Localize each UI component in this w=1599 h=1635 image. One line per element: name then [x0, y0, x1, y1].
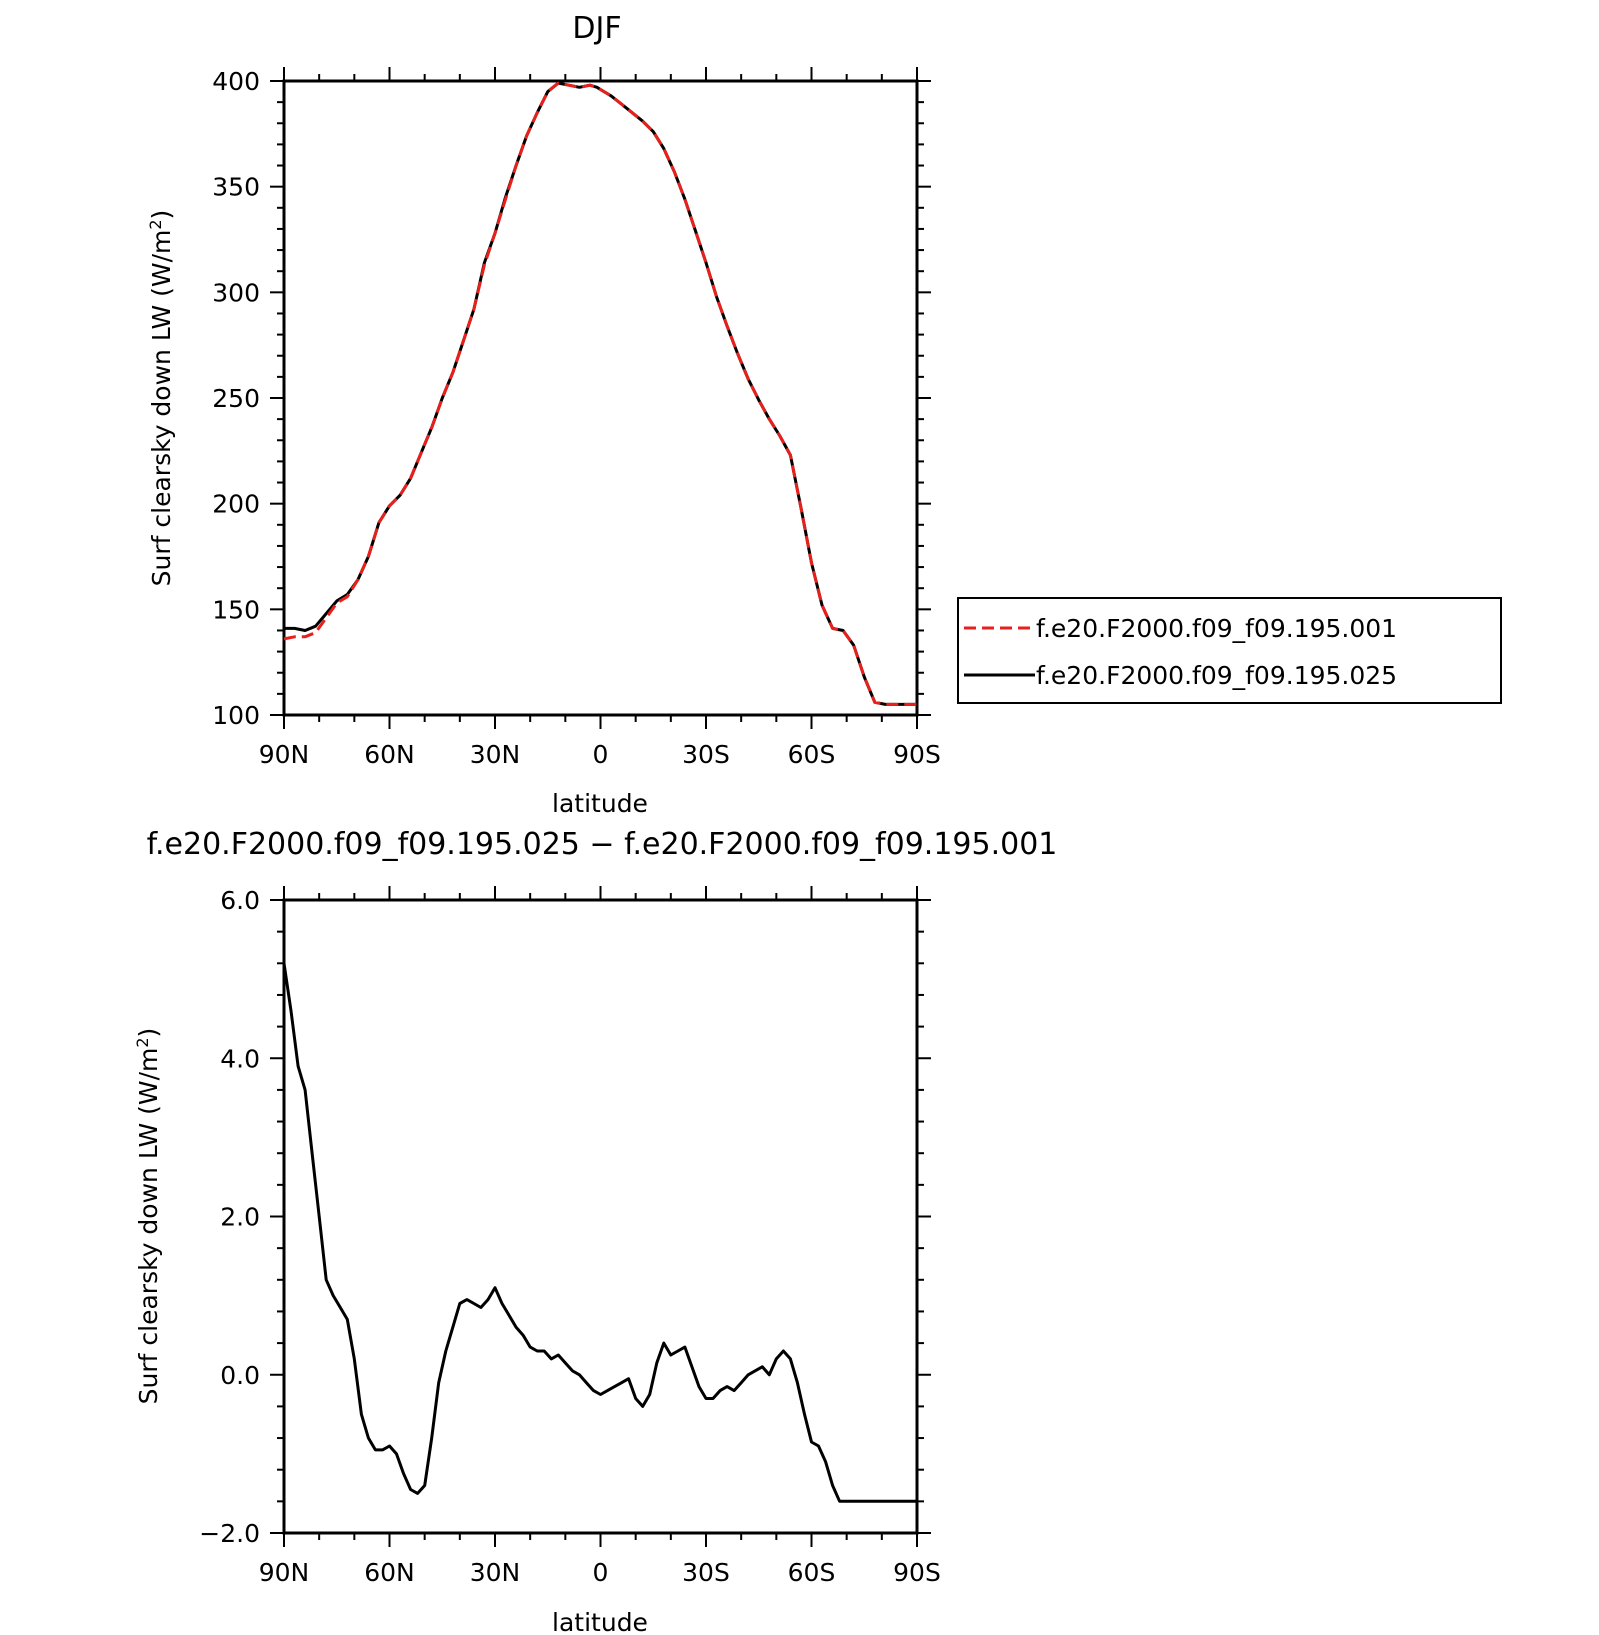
- y-tick-label: 400: [212, 67, 260, 96]
- x-tick-label: 30N: [470, 1558, 521, 1587]
- bottom-y-axis-label-sup: 2: [133, 1037, 152, 1047]
- legend-label-001: f.e20.F2000.f09_f09.195.001: [1036, 614, 1397, 643]
- x-tick-label: 90S: [893, 740, 941, 769]
- top-x-axis-label: latitude: [552, 789, 648, 818]
- bottom-plot-frame: [282, 898, 919, 1535]
- top-y-axis-label-close: ): [147, 210, 176, 220]
- bottom-chart-title: f.e20.F2000.f09_f09.195.025 − f.e20.F200…: [147, 827, 1058, 862]
- y-tick-label: 250: [212, 384, 260, 413]
- x-tick-label: 90S: [893, 1558, 941, 1587]
- y-tick-label: 4.0: [220, 1044, 260, 1073]
- top-chart-title: DJF: [572, 11, 621, 46]
- bottom-panel: f.e20.F2000.f09_f09.195.025 − f.e20.F200…: [133, 827, 1057, 1635]
- top-y-tick-labels: 400 350 300 250 200 150 100: [212, 67, 260, 730]
- top-axis-ticks: [270, 67, 931, 729]
- bottom-x-tick-labels: 90N 60N 30N 0 30S 60S 90S: [259, 1558, 941, 1587]
- x-tick-label: 90N: [259, 1558, 310, 1587]
- x-tick-label: 60S: [788, 740, 836, 769]
- legend-box: [957, 597, 1502, 704]
- y-tick-label: 0.0: [220, 1361, 260, 1390]
- top-panel: DJF 90N 60N 30N 0 30S 60S 90S 400 350 300 250 200 1…: [146, 11, 941, 818]
- top-series-lines: [283, 81, 917, 706]
- top-x-tick-labels: 90N 60N 30N 0 30S 60S 90S: [259, 740, 941, 769]
- x-tick-label: 60N: [364, 740, 415, 769]
- legend-label-025: f.e20.F2000.f09_f09.195.025: [1036, 661, 1397, 690]
- top-y-axis-label-sup: 2: [146, 219, 165, 229]
- y-tick-label: −2.0: [199, 1519, 260, 1548]
- bottom-series-lines: [282, 963, 917, 1503]
- bottom-y-axis-label-close: ): [134, 1028, 163, 1038]
- y-tick-label: 150: [212, 595, 260, 624]
- series-line-0: [284, 81, 917, 706]
- legend: f.e20.F2000.f09_f09.195.001 f.e20.F2000.…: [957, 597, 1502, 704]
- top-y-axis-label: Surf clearsky down LW (W/m2): [146, 210, 176, 587]
- x-tick-label: 60S: [788, 1558, 836, 1587]
- bottom-y-tick-labels: 6.0 4.0 2.0 0.0 −2.0: [199, 886, 260, 1548]
- y-tick-label: 200: [212, 490, 260, 519]
- y-tick-label: 100: [212, 701, 260, 730]
- y-tick-label: 350: [212, 173, 260, 202]
- y-tick-label: 6.0: [220, 886, 260, 915]
- bottom-axis-ticks: [270, 886, 931, 1547]
- series-line-0: [282, 963, 917, 1503]
- x-tick-label: 0: [593, 1558, 609, 1587]
- x-tick-label: 30N: [470, 740, 521, 769]
- x-tick-label: 60N: [364, 1558, 415, 1587]
- top-y-axis-label-main: Surf clearsky down LW (W/m: [147, 230, 176, 587]
- x-tick-label: 30S: [682, 1558, 730, 1587]
- y-tick-label: 300: [212, 278, 260, 307]
- x-tick-label: 30S: [682, 740, 730, 769]
- x-tick-label: 0: [593, 740, 609, 769]
- top-plot-frame: [282, 79, 919, 717]
- bottom-y-axis-label: Surf clearsky down LW (W/m2): [133, 1028, 163, 1405]
- bottom-y-axis-label-main: Surf clearsky down LW (W/m: [134, 1048, 163, 1405]
- series-line-1: [283, 81, 917, 706]
- bottom-x-axis-label: latitude: [552, 1608, 648, 1635]
- x-tick-label: 90N: [259, 740, 310, 769]
- y-tick-label: 2.0: [220, 1203, 260, 1232]
